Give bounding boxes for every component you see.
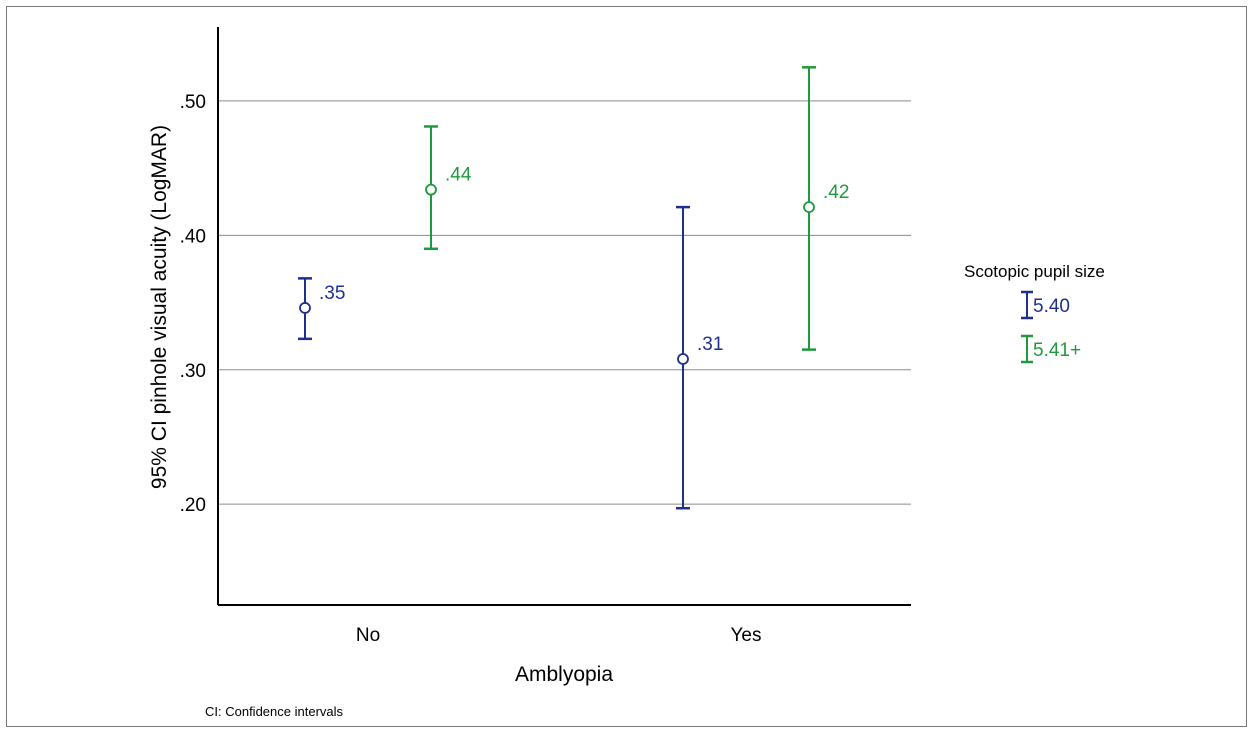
gridlines: [218, 100, 911, 505]
legend-item: 5.41+: [1021, 334, 1081, 364]
error-bar: .31: [676, 205, 723, 510]
axes: [217, 27, 911, 606]
x-tick-labels: No Yes: [356, 625, 762, 646]
x-tick-label: Yes: [731, 625, 762, 646]
footnote: CI: Confidence intervals: [205, 704, 344, 719]
y-tick-label: .50: [180, 92, 206, 113]
legend-item: 5.40: [1021, 290, 1070, 320]
mean-point: [299, 302, 311, 314]
error-bar: .42: [802, 66, 849, 351]
y-tick-label: .20: [180, 495, 206, 516]
y-tick-label: .30: [180, 361, 206, 382]
mean-point: [425, 183, 437, 196]
legend-label: 5.40: [1033, 296, 1070, 317]
value-label: .31: [697, 334, 723, 355]
errorbar-chart: .20 .30 .40 .50 No Yes .35 .31 .44 .42 Amblyopi…: [148, 27, 1105, 686]
legend-label: 5.41+: [1033, 340, 1081, 361]
value-label: .42: [823, 182, 849, 203]
legend: Scotopic pupil size 5.40 5.41+: [964, 262, 1105, 364]
x-tick-label: No: [356, 625, 380, 646]
error-bar: .44: [424, 125, 472, 251]
mean-point: [677, 353, 689, 365]
legend-title: Scotopic pupil size: [964, 262, 1105, 281]
mean-point: [803, 201, 815, 214]
y-tick-labels: .20 .30 .40 .50: [180, 92, 206, 516]
y-tick-label: .40: [180, 226, 206, 247]
x-axis-title: Amblyopia: [515, 663, 613, 686]
value-label: .35: [319, 283, 345, 304]
value-label: .44: [445, 165, 472, 186]
error-bar: .35: [298, 277, 345, 341]
error-bars: .35 .31 .44 .42: [298, 66, 849, 510]
y-axis-title: 95% CI pinhole visual acuity (LogMAR): [148, 125, 171, 489]
figure-frame: .20 .30 .40 .50 No Yes .35 .31 .44 .42 Amblyopi…: [6, 6, 1247, 727]
